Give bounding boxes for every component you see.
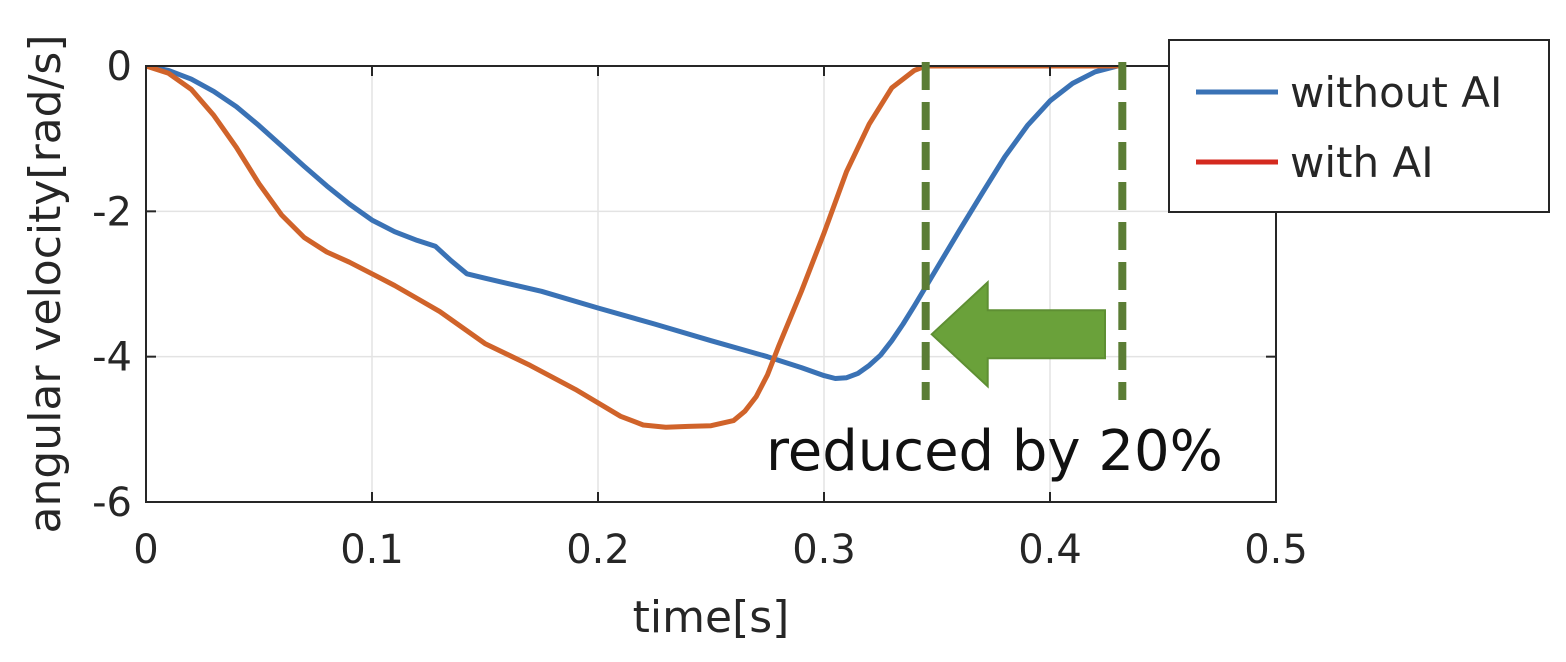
x-tick-label: 0.1 — [340, 527, 404, 573]
legend-box — [1168, 39, 1550, 213]
legend-label-with-ai: with AI — [1290, 138, 1434, 187]
series-line-without-ai — [146, 66, 1121, 381]
plot-frame — [145, 65, 1277, 503]
annotation-layer — [921, 62, 1127, 400]
y-axis-label: angular velocity[rad/s] — [20, 35, 71, 534]
y-tick-label: -6 — [92, 480, 132, 526]
series-layer — [146, 66, 1121, 430]
x-tick-label: 0.5 — [1244, 527, 1308, 573]
ticks: 0 0.1 0.2 0.3 0.4 0.5 0 -2 -4 -6 — [92, 44, 1308, 573]
legend: without AI with AI — [1168, 39, 1550, 213]
plot-area — [146, 66, 1276, 502]
y-tick-label: -2 — [92, 189, 132, 235]
annotation-reduced-label: reduced by 20% — [766, 419, 1223, 484]
annotation-arrow — [930, 280, 1106, 389]
y-tick-label: -4 — [92, 335, 132, 381]
legend-label-without-ai: without AI — [1290, 68, 1502, 117]
x-axis-label: time[s] — [633, 592, 790, 643]
x-tick-label: 0.4 — [1018, 527, 1082, 573]
x-tick-label: 0.2 — [566, 527, 630, 573]
x-tick-label: 0.3 — [792, 527, 856, 573]
y-tick-label: 0 — [107, 44, 132, 90]
series-line-with-ai — [146, 66, 1121, 430]
x-tick-label: 0 — [133, 527, 158, 573]
